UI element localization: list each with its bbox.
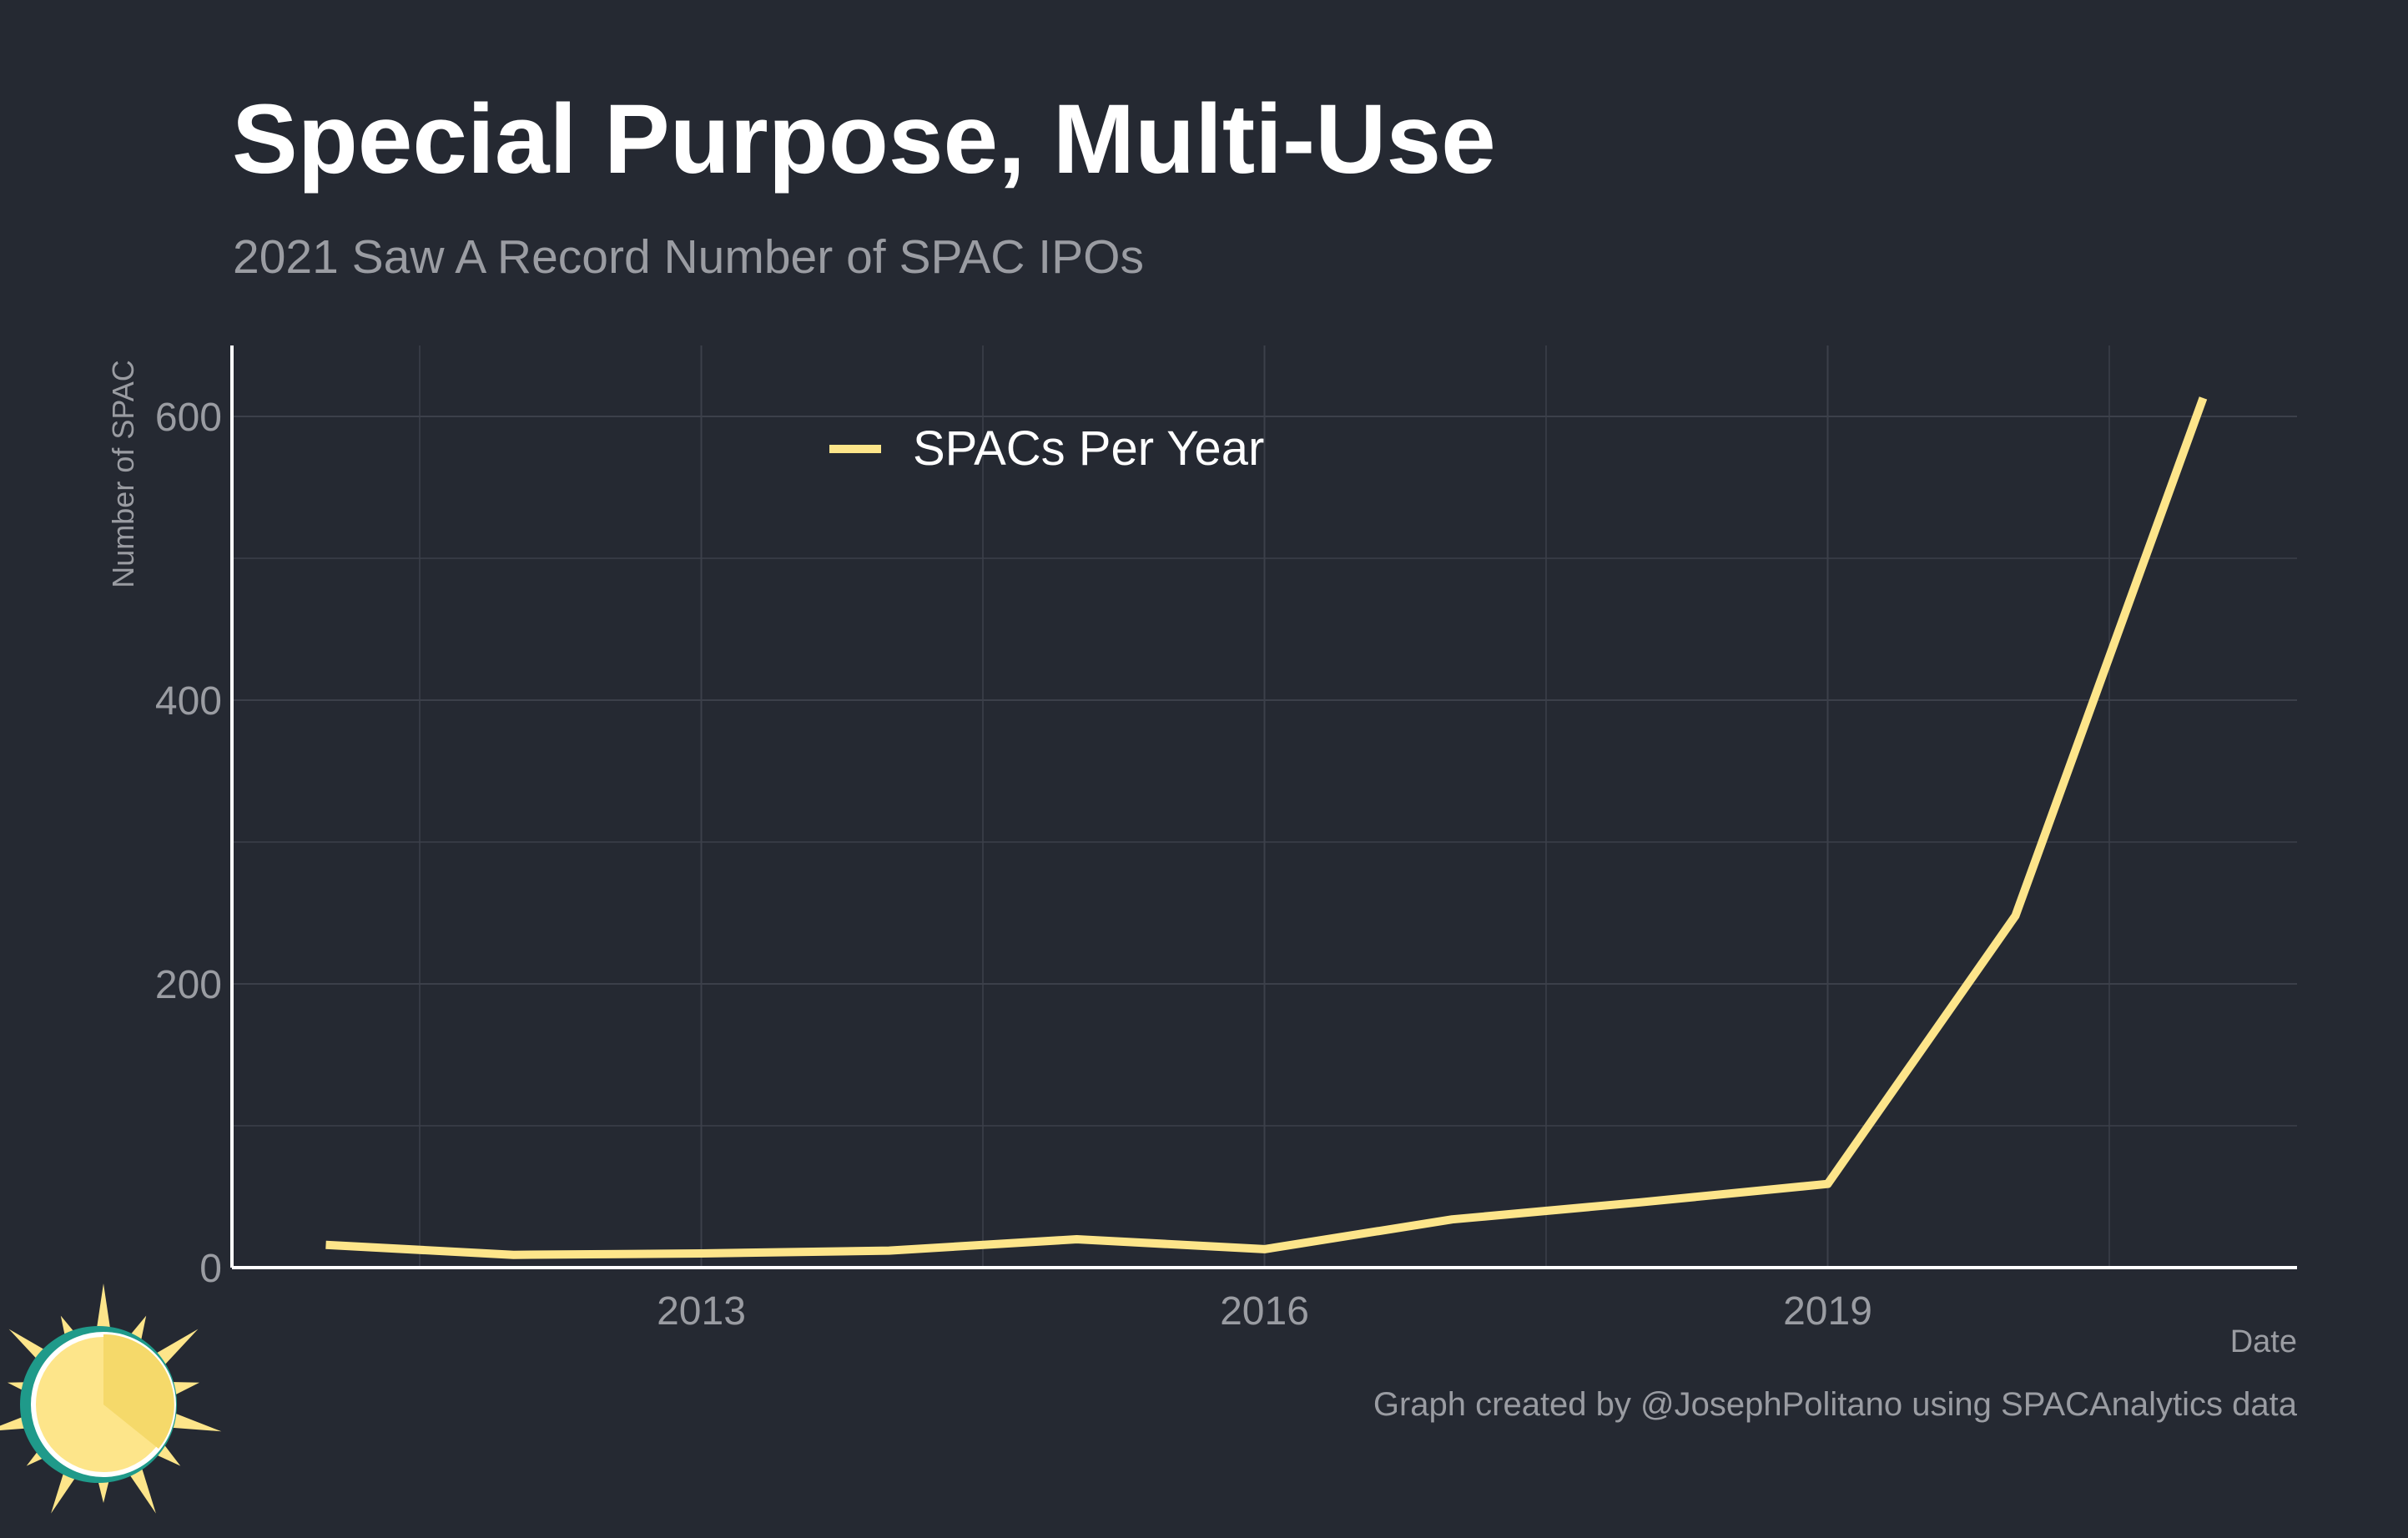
y-tick-label: 400 bbox=[155, 679, 222, 724]
legend-label: SPACs Per Year bbox=[913, 421, 1264, 476]
y-tick-label: 600 bbox=[155, 396, 222, 440]
x-tick-labels: 2013 2016 2019 bbox=[657, 1289, 1872, 1334]
source-caption: Graph created by @JosephPolitano using S… bbox=[1373, 1388, 2297, 1421]
y-axis-label: Number of SPAC bbox=[106, 360, 140, 587]
x-tick-label: 2016 bbox=[1220, 1289, 1309, 1334]
x-axis-label: Date bbox=[2230, 1324, 2297, 1359]
sun-icon bbox=[0, 1277, 234, 1527]
y-tick-label: 200 bbox=[155, 963, 222, 1007]
major-gridlines bbox=[232, 345, 2297, 1268]
legend: SPACs Per Year bbox=[829, 421, 1264, 476]
x-tick-label: 2013 bbox=[657, 1289, 746, 1334]
x-tick-label: 2019 bbox=[1783, 1289, 1872, 1334]
